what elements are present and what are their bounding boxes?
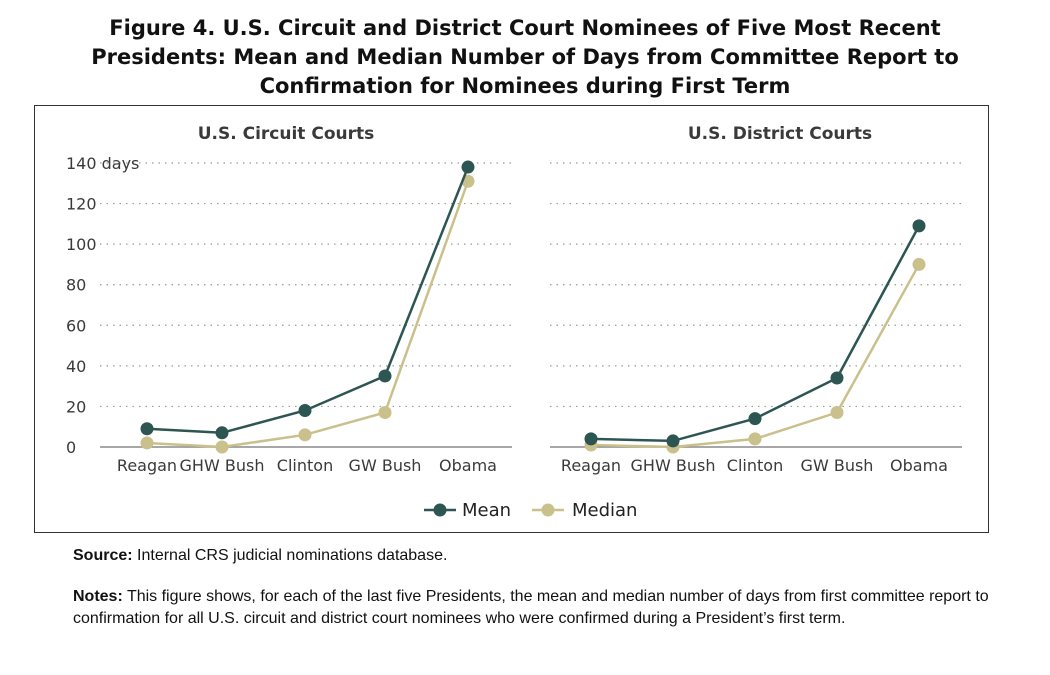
district-x-tick-label: GHW Bush bbox=[631, 456, 716, 475]
y-tick-label: 140 days bbox=[66, 154, 139, 173]
district-x-tick-label: Reagan bbox=[561, 456, 621, 475]
circuit-x-tick-label: Obama bbox=[439, 456, 497, 475]
notes: Notes: This figure shows, for each of th… bbox=[73, 586, 993, 630]
circuit-x-tick-label: GHW Bush bbox=[180, 456, 265, 475]
y-tick-label: 20 bbox=[66, 397, 86, 416]
source-label: Source: bbox=[73, 547, 133, 564]
district-mean-point bbox=[584, 432, 598, 446]
district-median-point bbox=[912, 257, 926, 271]
district-mean-point bbox=[830, 371, 844, 385]
legend-mean-marker bbox=[433, 503, 447, 517]
district-mean-point bbox=[912, 219, 926, 233]
circuit-x-tick-label: Clinton bbox=[277, 456, 333, 475]
source-note: Source: Internal CRS judicial nomination… bbox=[73, 547, 447, 565]
circuit-median-point bbox=[298, 428, 312, 442]
district-panel-title: U.S. District Courts bbox=[688, 124, 872, 144]
legend-median-marker bbox=[541, 503, 555, 517]
district-x-tick-label: Obama bbox=[890, 456, 948, 475]
circuit-x-tick-label: GW Bush bbox=[349, 456, 422, 475]
y-tick-label: 0 bbox=[66, 438, 76, 457]
district-median-point bbox=[748, 432, 762, 446]
circuit-median-point bbox=[140, 436, 154, 450]
circuit-median-point bbox=[378, 406, 392, 420]
y-tick-label: 40 bbox=[66, 357, 86, 376]
circuit-x-tick-label: Reagan bbox=[117, 456, 177, 475]
y-tick-label: 100 bbox=[66, 235, 97, 254]
district-panel: U.S. District Courts Reagan GHW Bush Clinto… bbox=[550, 124, 962, 475]
source-text: Internal CRS judicial nominations databa… bbox=[132, 547, 448, 564]
district-median-point bbox=[830, 406, 844, 420]
circuit-median-point bbox=[215, 440, 229, 454]
legend: Mean Median bbox=[424, 500, 637, 521]
notes-text: This figure shows, for each of the last … bbox=[73, 588, 989, 627]
y-tick-label: 60 bbox=[66, 316, 86, 335]
y-tick-label: 80 bbox=[66, 276, 86, 295]
circuit-panel-title: U.S. Circuit Courts bbox=[198, 124, 375, 144]
circuit-panel: U.S. Circuit Courts 0 20 40 60 80 100 120 140 da… bbox=[66, 124, 512, 475]
notes-label: Notes: bbox=[73, 588, 123, 605]
legend-mean-label: Mean bbox=[462, 500, 511, 521]
circuit-mean-point bbox=[215, 426, 229, 440]
district-x-tick-label: Clinton bbox=[727, 456, 783, 475]
chart-frame bbox=[34, 105, 989, 533]
figure-title-line-1: Figure 4. U.S. Circuit and District Cour… bbox=[109, 16, 941, 40]
district-mean-line bbox=[590, 225, 921, 443]
figure-title-line-3: Confirmation for Nominees during First T… bbox=[259, 74, 791, 98]
y-tick-label: 120 bbox=[66, 195, 97, 214]
district-x-tick-label: GW Bush bbox=[801, 456, 874, 475]
circuit-mean-point bbox=[378, 369, 392, 383]
circuit-mean-line bbox=[146, 166, 470, 435]
circuit-mean-point bbox=[140, 422, 154, 436]
district-mean-point bbox=[748, 412, 762, 426]
district-mean-point bbox=[666, 434, 680, 448]
figure-title: Figure 4. U.S. Circuit and District Cour… bbox=[0, 14, 1050, 101]
figure-title-line-2: Presidents: Mean and Median Number of Da… bbox=[91, 45, 959, 69]
circuit-mean-point bbox=[461, 160, 475, 174]
circuit-mean-point bbox=[298, 403, 312, 417]
legend-median-label: Median bbox=[572, 500, 637, 521]
